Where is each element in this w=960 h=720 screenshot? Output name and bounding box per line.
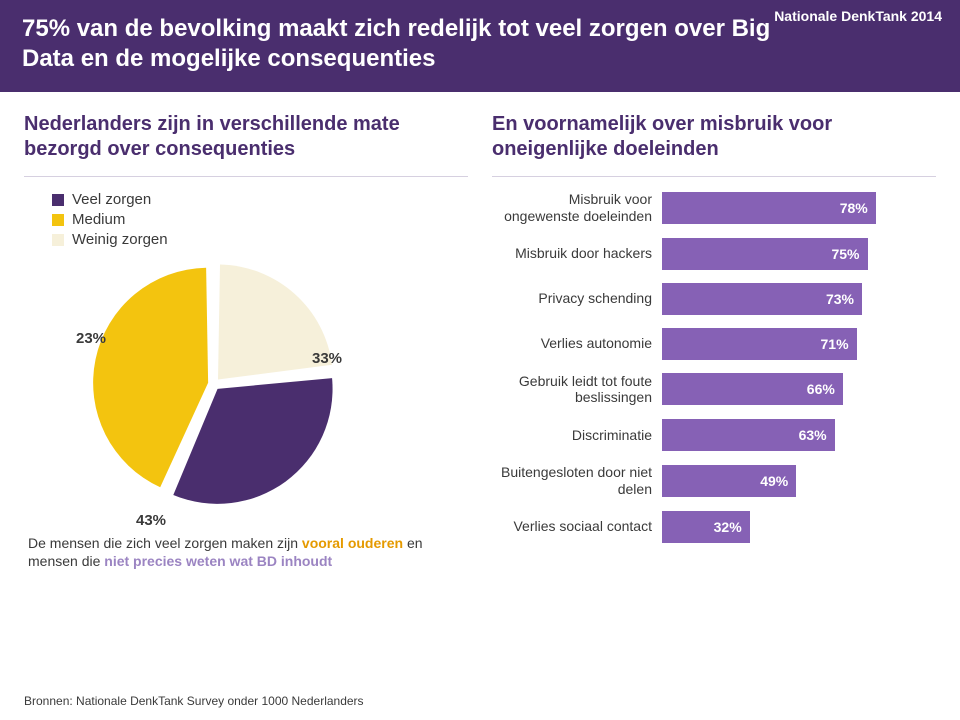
- right-divider: [492, 176, 936, 177]
- bar-track: 71%: [662, 328, 936, 360]
- bar-fill: 63%: [662, 419, 835, 451]
- left-subtitle: Nederlanders zijn in verschillende mate …: [24, 112, 468, 166]
- bar-fill: 32%: [662, 511, 750, 543]
- bar-label: Verlies autonomie: [492, 335, 662, 352]
- pie-svg: [84, 254, 344, 514]
- legend-label: Veel zorgen: [72, 191, 151, 208]
- legend-label: Weinig zorgen: [72, 231, 168, 248]
- bar-track: 32%: [662, 511, 936, 543]
- pie-chart: 23% 33% 43%: [24, 254, 468, 534]
- bar-label: Privacy schending: [492, 290, 662, 307]
- legend-swatch: [52, 194, 64, 206]
- brand-label: Nationale DenkTank 2014: [774, 8, 942, 24]
- bar-row: Verlies autonomie71%: [492, 328, 936, 360]
- bar-row: Misbruik door hackers75%: [492, 238, 936, 270]
- bar-track: 75%: [662, 238, 936, 270]
- bar-label: Misbruik voor ongewenste doeleinden: [492, 191, 662, 225]
- bar-label: Misbruik door hackers: [492, 245, 662, 262]
- bar-track: 73%: [662, 283, 936, 315]
- footnote: De mensen die zich veel zorgen maken zij…: [28, 534, 428, 570]
- legend-item: Veel zorgen: [52, 191, 468, 208]
- bar-label: Verlies sociaal contact: [492, 518, 662, 535]
- source-footnote: Bronnen: Nationale DenkTank Survey onder…: [24, 694, 364, 708]
- bar-fill: 75%: [662, 238, 868, 270]
- bar-label: Discriminatie: [492, 427, 662, 444]
- bar-row: Privacy schending73%: [492, 283, 936, 315]
- legend-item: Weinig zorgen: [52, 231, 468, 248]
- bar-track: 66%: [662, 373, 936, 405]
- bar-fill: 73%: [662, 283, 862, 315]
- left-divider: [24, 176, 468, 177]
- pie-slice-label: 43%: [136, 512, 166, 529]
- legend-swatch: [52, 214, 64, 226]
- bar-fill: 71%: [662, 328, 857, 360]
- bar-row: Gebruik leidt tot foute beslissingen66%: [492, 373, 936, 407]
- pie-slice-label: 23%: [76, 330, 106, 347]
- bar-row: Discriminatie63%: [492, 419, 936, 451]
- content-area: Nederlanders zijn in verschillende mate …: [0, 92, 960, 580]
- bar-label: Gebruik leidt tot foute beslissingen: [492, 373, 662, 407]
- bar-row: Verlies sociaal contact32%: [492, 511, 936, 543]
- bar-row: Buitengesloten door niet delen49%: [492, 464, 936, 498]
- bar-track: 78%: [662, 192, 936, 224]
- page-title: 75% van de bevolking maakt zich redelijk…: [22, 14, 782, 74]
- bar-fill: 66%: [662, 373, 843, 405]
- note-highlight-1: vooral ouderen: [302, 535, 403, 551]
- bar-chart: Misbruik voor ongewenste doeleinden78%Mi…: [492, 191, 936, 543]
- note-highlight-2: niet precies weten wat BD inhoudt: [104, 553, 332, 569]
- bar-fill: 78%: [662, 192, 876, 224]
- legend-label: Medium: [72, 211, 125, 228]
- bar-row: Misbruik voor ongewenste doeleinden78%: [492, 191, 936, 225]
- right-column: En voornamelijk over misbruik voor oneig…: [492, 112, 936, 570]
- note-p1: De mensen die zich veel zorgen maken zij…: [28, 535, 302, 551]
- right-subtitle: En voornamelijk over misbruik voor oneig…: [492, 112, 936, 166]
- bar-fill: 49%: [662, 465, 796, 497]
- pie-legend: Veel zorgen Medium Weinig zorgen: [52, 191, 468, 248]
- bar-label: Buitengesloten door niet delen: [492, 464, 662, 498]
- left-column: Nederlanders zijn in verschillende mate …: [24, 112, 468, 570]
- pie-slice-label: 33%: [312, 350, 342, 367]
- legend-item: Medium: [52, 211, 468, 228]
- legend-swatch: [52, 234, 64, 246]
- bar-track: 49%: [662, 465, 936, 497]
- bar-track: 63%: [662, 419, 936, 451]
- title-bar: Nationale DenkTank 2014 75% van de bevol…: [0, 0, 960, 92]
